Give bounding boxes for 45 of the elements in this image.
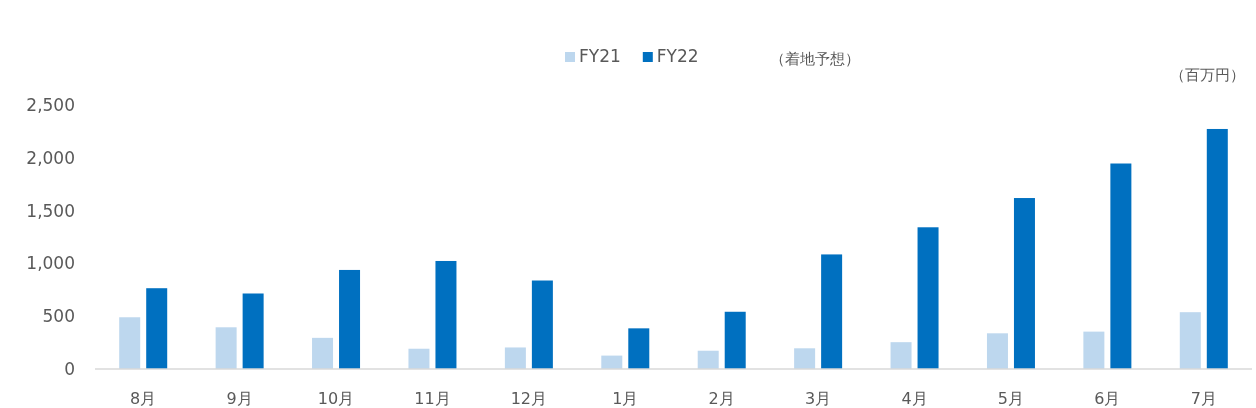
x-tick-label: 2月 bbox=[708, 389, 735, 408]
bar bbox=[119, 317, 141, 369]
x-tick-label: 9月 bbox=[226, 389, 253, 408]
y-tick-label: 2,000 bbox=[26, 147, 75, 168]
x-tick-label: 10月 bbox=[317, 389, 355, 408]
bar bbox=[1083, 331, 1105, 369]
x-tick-label: 6月 bbox=[1094, 389, 1121, 408]
y-tick-label: 1,500 bbox=[26, 200, 75, 221]
bar bbox=[312, 337, 334, 369]
y-tick-label: 0 bbox=[64, 359, 75, 379]
bar bbox=[1179, 312, 1201, 369]
y-tick-label: 1,000 bbox=[26, 253, 75, 274]
bar bbox=[339, 269, 361, 369]
x-tick-label: 12月 bbox=[510, 389, 548, 408]
text: （百万円） bbox=[1170, 66, 1245, 84]
bar bbox=[504, 347, 526, 369]
bar bbox=[242, 293, 264, 369]
x-tick-label: 7月 bbox=[1190, 389, 1217, 408]
bar bbox=[1110, 163, 1132, 369]
y-tick-label: 500 bbox=[42, 306, 75, 327]
bar bbox=[1013, 198, 1035, 369]
x-tick-label: 11月 bbox=[414, 389, 451, 408]
bar bbox=[794, 348, 816, 369]
bar bbox=[531, 280, 553, 369]
bar bbox=[890, 342, 912, 369]
y-tick-label: 2,500 bbox=[26, 95, 75, 115]
bar bbox=[435, 260, 457, 369]
x-tick-label: 3月 bbox=[805, 389, 832, 408]
bar bbox=[697, 350, 719, 369]
bar bbox=[986, 333, 1008, 369]
text: （着地予想） bbox=[770, 50, 860, 68]
legend-label: FY21 bbox=[579, 46, 621, 66]
x-tick-label: 5月 bbox=[997, 389, 1025, 408]
x-tick-label: 4月 bbox=[901, 389, 928, 408]
bar bbox=[1206, 128, 1228, 369]
bar bbox=[821, 254, 843, 369]
x-tick-label: 8月 bbox=[130, 389, 157, 408]
bar bbox=[146, 288, 168, 369]
legend-label: FY22 bbox=[656, 46, 699, 66]
x-tick-label: 1月 bbox=[612, 389, 639, 408]
bar bbox=[628, 328, 650, 369]
bar bbox=[917, 227, 939, 369]
bar bbox=[215, 327, 237, 369]
bar bbox=[408, 348, 430, 369]
bar bbox=[724, 311, 746, 369]
